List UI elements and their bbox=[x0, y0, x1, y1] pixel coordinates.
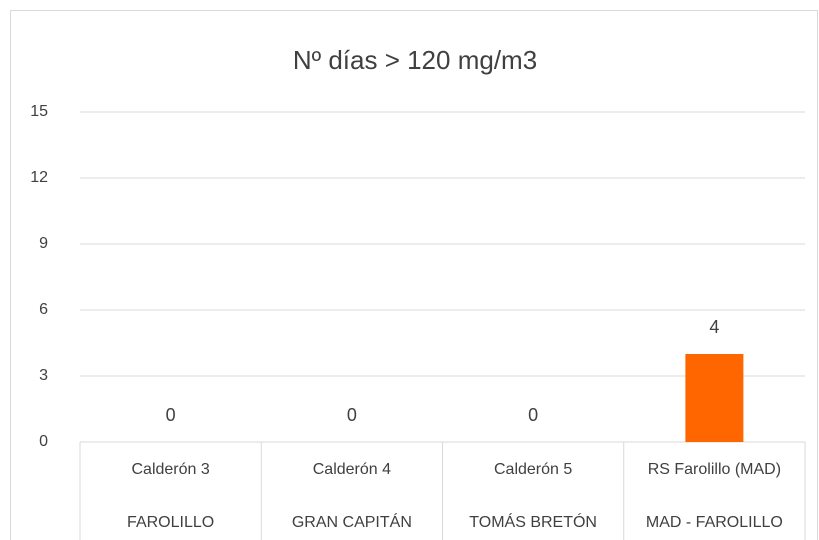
data-label: 0 bbox=[347, 405, 357, 425]
y-tick-label: 3 bbox=[39, 367, 48, 384]
y-tick-label: 9 bbox=[39, 235, 48, 252]
x-tick-label: Calderón 4 bbox=[313, 461, 391, 478]
chart-title: Nº días > 120 mg/m3 bbox=[293, 45, 537, 75]
chart-frame bbox=[10, 10, 818, 540]
data-label: 0 bbox=[528, 405, 538, 425]
y-tick-label: 6 bbox=[39, 301, 48, 318]
bar bbox=[685, 354, 744, 442]
data-label: 4 bbox=[709, 317, 719, 337]
data-label: 0 bbox=[166, 405, 176, 425]
x-group-label: MAD - FAROLILLO bbox=[646, 514, 783, 531]
x-group-label: GRAN CAPITÁN bbox=[292, 512, 412, 531]
y-tick-label: 0 bbox=[39, 433, 48, 450]
x-tick-label: RS Farolillo (MAD) bbox=[648, 461, 781, 478]
y-tick-label: 12 bbox=[30, 169, 48, 186]
x-tick-label: Calderón 3 bbox=[131, 461, 209, 478]
x-group-label: FAROLILLO bbox=[127, 514, 214, 531]
x-tick-label: Calderón 5 bbox=[494, 461, 572, 478]
x-group-label: TOMÁS BRETÓN bbox=[469, 512, 597, 531]
y-tick-label: 15 bbox=[30, 103, 48, 120]
